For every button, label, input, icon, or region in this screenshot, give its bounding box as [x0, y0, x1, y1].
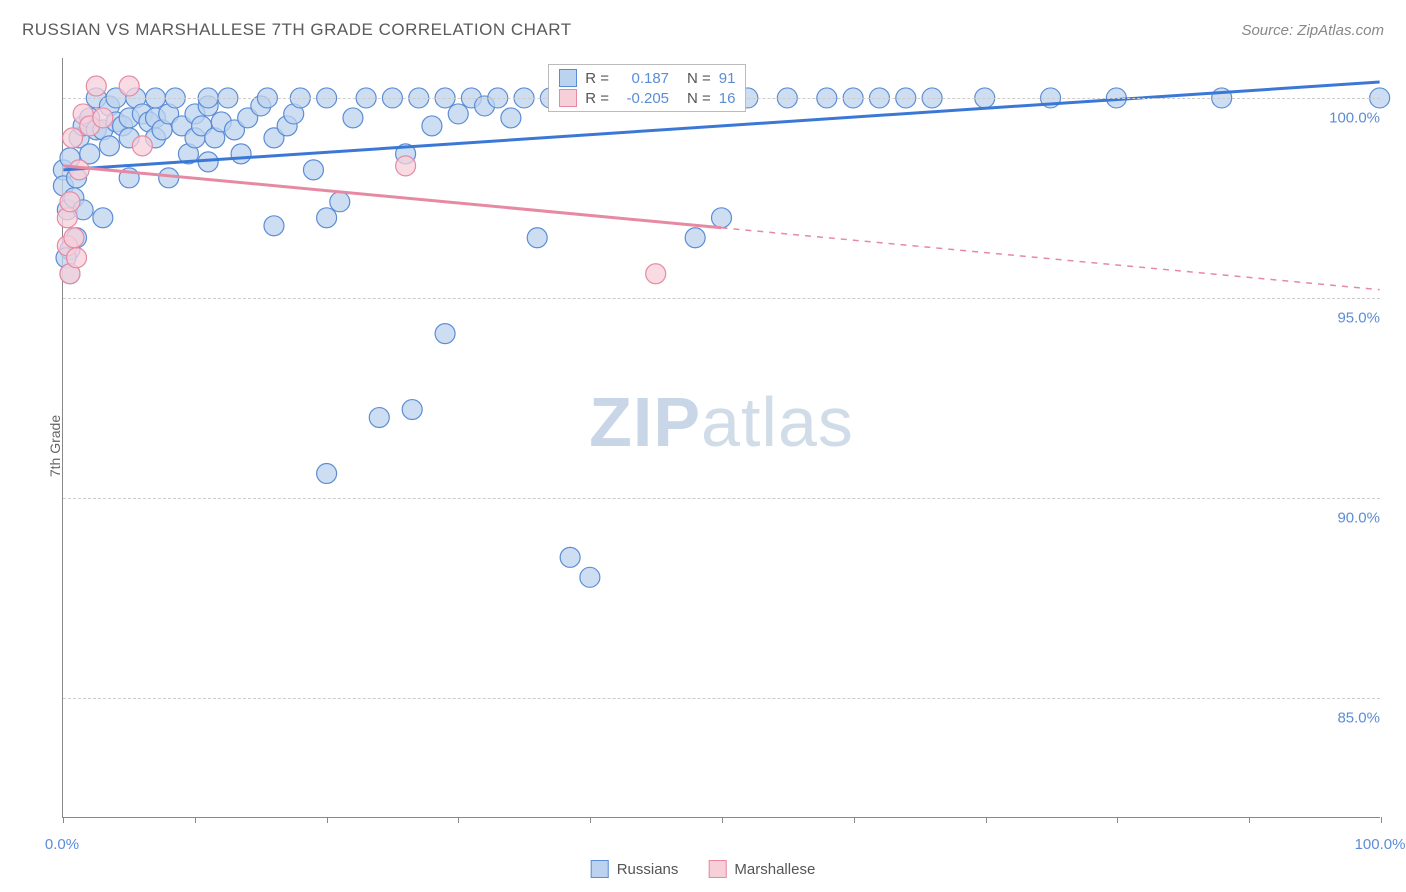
x-tick — [1249, 817, 1250, 823]
grid-line — [63, 498, 1380, 499]
plot-area: ZIPatlas 85.0%90.0%95.0%100.0% — [62, 58, 1380, 818]
legend-swatch — [559, 69, 577, 87]
x-tick — [854, 817, 855, 823]
data-point — [330, 192, 350, 212]
legend-n-value: 91 — [719, 70, 736, 87]
data-point — [303, 160, 323, 180]
legend-swatch — [708, 860, 726, 878]
data-point — [119, 76, 139, 96]
data-point — [60, 192, 80, 212]
bottom-legend-item: Marshallese — [708, 860, 815, 878]
data-point — [527, 228, 547, 248]
x-tick — [590, 817, 591, 823]
legend-n-value: 16 — [719, 90, 736, 107]
x-tick — [722, 817, 723, 823]
data-point — [435, 324, 455, 344]
chart-title: RUSSIAN VS MARSHALLESE 7TH GRADE CORRELA… — [22, 20, 572, 40]
plot-svg — [63, 58, 1380, 817]
data-point — [63, 128, 83, 148]
legend-n-label: N = — [687, 90, 711, 107]
data-point — [99, 136, 119, 156]
data-point — [501, 108, 521, 128]
x-tick — [1117, 817, 1118, 823]
x-tick — [195, 817, 196, 823]
y-axis-label: 7th Grade — [47, 415, 63, 477]
stats-legend-row: R = 0.187 N = 91 — [559, 69, 735, 87]
data-point — [580, 567, 600, 587]
chart-source-label: Source: ZipAtlas.com — [1241, 22, 1384, 39]
data-point — [317, 208, 337, 228]
trend-line-dashed — [722, 228, 1380, 290]
legend-r-label: R = — [585, 90, 609, 107]
grid-line — [63, 298, 1380, 299]
data-point — [343, 108, 363, 128]
x-tick-label: 100.0% — [1355, 836, 1406, 853]
data-point — [317, 463, 337, 483]
data-point — [396, 156, 416, 176]
x-tick — [1381, 817, 1382, 823]
y-tick-label: 95.0% — [1335, 310, 1382, 327]
stats-legend-row: R = -0.205 N = 16 — [559, 89, 735, 107]
legend-r-value: -0.205 — [617, 90, 669, 107]
data-point — [422, 116, 442, 136]
data-point — [712, 208, 732, 228]
data-point — [93, 208, 113, 228]
data-point — [448, 104, 468, 124]
legend-swatch — [591, 860, 609, 878]
legend-swatch — [559, 89, 577, 107]
data-point — [369, 408, 389, 428]
x-tick-label: 0.0% — [45, 836, 79, 853]
bottom-legend-item: Russians — [591, 860, 679, 878]
bottom-legend-label: Marshallese — [734, 861, 815, 878]
x-tick — [458, 817, 459, 823]
y-tick-label: 100.0% — [1327, 110, 1382, 127]
data-point — [685, 228, 705, 248]
y-tick-label: 90.0% — [1335, 510, 1382, 527]
x-tick — [63, 817, 64, 823]
data-point — [264, 216, 284, 236]
x-tick — [327, 817, 328, 823]
bottom-legend-label: Russians — [617, 861, 679, 878]
data-point — [231, 144, 251, 164]
data-point — [67, 248, 87, 268]
legend-n-label: N = — [687, 70, 711, 87]
grid-line — [63, 698, 1380, 699]
legend-r-label: R = — [585, 70, 609, 87]
y-tick-label: 85.0% — [1335, 710, 1382, 727]
legend-r-value: 0.187 — [617, 70, 669, 87]
data-point — [132, 136, 152, 156]
data-point — [560, 547, 580, 567]
stats-legend: R = 0.187 N = 91 R = -0.205 N = 16 — [548, 64, 746, 112]
data-point — [64, 228, 84, 248]
data-point — [402, 400, 422, 420]
x-tick — [986, 817, 987, 823]
bottom-legend: Russians Marshallese — [591, 860, 816, 878]
trend-line-solid — [63, 166, 721, 228]
data-point — [93, 108, 113, 128]
data-point — [646, 264, 666, 284]
chart-container: RUSSIAN VS MARSHALLESE 7TH GRADE CORRELA… — [0, 0, 1406, 892]
data-point — [86, 76, 106, 96]
